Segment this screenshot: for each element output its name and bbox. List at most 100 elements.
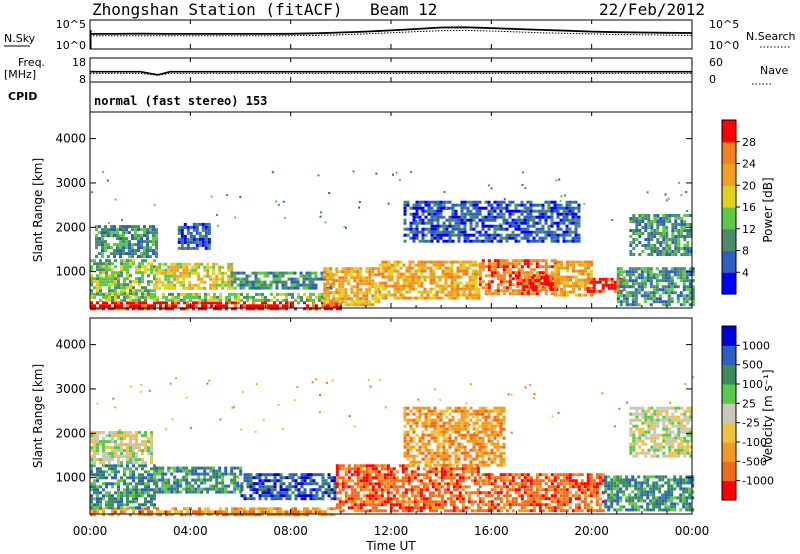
power-panel-cell xyxy=(408,269,412,273)
power-panel-cell xyxy=(180,234,184,238)
velocity-panel-cell xyxy=(141,461,144,465)
velocity-panel-cell xyxy=(529,485,533,489)
power-panel-cell xyxy=(285,295,288,299)
power-panel-cell xyxy=(496,292,500,296)
velocity-panel-cell xyxy=(431,467,435,471)
velocity-panel-cell xyxy=(371,494,375,498)
power-panel-cell xyxy=(441,296,445,300)
power-panel-cell xyxy=(242,271,246,275)
velocity-panel-cell xyxy=(200,487,204,491)
power-panel-cell xyxy=(183,225,187,229)
power-panel-cell xyxy=(161,283,165,287)
power-panel-cell xyxy=(451,230,455,234)
power-panel-cell xyxy=(399,275,403,279)
power-panel-speck xyxy=(487,184,490,187)
power-panel-cell xyxy=(347,267,351,271)
velocity-panel-cell xyxy=(261,491,265,495)
power-panel-cell xyxy=(321,298,324,302)
velocity-panel-cell xyxy=(173,475,177,479)
velocity-panel-cell xyxy=(526,476,530,480)
power-panel-cell xyxy=(637,288,641,292)
power-panel-cell xyxy=(204,225,208,229)
power-panel-cell xyxy=(90,274,93,278)
power-panel-cell xyxy=(252,295,255,299)
velocity-panel-cell xyxy=(267,488,271,492)
power-panel-cell xyxy=(511,200,515,204)
power-panel-cell xyxy=(581,284,584,288)
power-panel-cell xyxy=(218,265,222,269)
freq-left-tick-top: 18 xyxy=(72,56,86,69)
power-panel-cell xyxy=(327,307,330,311)
power-panel-cell xyxy=(638,220,642,223)
power-panel-cell xyxy=(550,271,554,275)
power-panel-cell xyxy=(468,260,472,264)
velocity-panel-cell xyxy=(327,513,330,517)
power-panel-cell xyxy=(347,282,351,286)
velocity-panel-cell xyxy=(511,473,515,477)
power-panel-cell xyxy=(212,277,216,281)
power-panel-cell xyxy=(378,263,382,267)
power-panel-cell xyxy=(150,265,153,269)
velocity-panel-cell xyxy=(111,431,114,435)
power-panel-cell xyxy=(661,291,665,295)
velocity-panel-cell xyxy=(377,470,381,474)
velocity-panel-cell xyxy=(377,479,381,483)
power-panel-cell xyxy=(462,290,466,294)
velocity-panel-cell xyxy=(538,506,542,510)
power-panel-cell xyxy=(433,215,437,219)
power-panel-cell xyxy=(189,295,192,299)
velocity-panel-cell xyxy=(392,509,396,513)
power-panel-cell xyxy=(460,233,464,237)
velocity-panel-cell xyxy=(449,494,453,498)
velocity-panel-cell xyxy=(276,494,280,498)
power-panel-cell xyxy=(123,283,126,287)
velocity-panel-cell xyxy=(273,485,277,489)
power-panel-cell xyxy=(203,265,207,269)
velocity-panel-cell xyxy=(386,464,390,468)
velocity-panel-cell xyxy=(526,488,530,492)
power-panel-cell xyxy=(263,274,267,278)
power-panel-cell xyxy=(173,262,177,266)
power-panel-cell xyxy=(444,272,448,276)
velocity-panel-cell xyxy=(419,506,423,510)
velocity-panel-cell xyxy=(321,510,324,514)
velocity-panel-cell xyxy=(236,475,240,479)
power-panel-cell xyxy=(616,288,620,292)
power-panel-cell xyxy=(517,233,521,237)
power-panel-cell xyxy=(258,292,261,296)
power-panel-cell xyxy=(417,260,421,264)
power-panel-cell xyxy=(578,284,581,288)
velocity-panel-cell xyxy=(437,500,441,504)
power-panel-cell xyxy=(90,283,93,287)
power-panel-cell xyxy=(595,280,599,284)
power-panel-cell xyxy=(673,285,677,289)
power-panel-cell xyxy=(93,286,96,290)
power-panel-cell xyxy=(152,249,155,253)
power-panel-cell xyxy=(526,212,530,216)
velocity-panel-cell xyxy=(428,494,432,498)
power-panel-cell xyxy=(554,269,557,273)
power-panel-cell xyxy=(550,230,554,234)
power-panel-cell xyxy=(646,270,650,274)
velocity-panel-cell xyxy=(538,485,542,489)
velocity-panel-cell xyxy=(335,482,339,486)
power-panel-cell xyxy=(418,206,422,210)
velocity-panel-cell xyxy=(114,500,117,504)
power-panel-cell xyxy=(341,288,345,292)
power-panel-cell xyxy=(616,280,620,284)
power-panel-cell xyxy=(472,206,476,210)
velocity-panel-cell xyxy=(389,503,393,507)
velocity-panel-cell xyxy=(452,482,456,486)
power-panel-cell xyxy=(402,296,406,300)
power-panel-cell xyxy=(677,217,681,220)
power-panel-cell xyxy=(96,274,99,278)
power-panel-cell xyxy=(185,271,189,275)
power-panel-cell xyxy=(266,271,270,275)
velocity-panel-cell xyxy=(550,482,554,486)
velocity-panel-cell xyxy=(173,490,177,494)
power-panel-cell xyxy=(146,231,149,235)
velocity-panel-cell xyxy=(255,507,258,511)
power-panel-cell xyxy=(656,229,660,232)
power-panel-cell xyxy=(368,279,372,283)
power-panel-cell xyxy=(296,283,300,287)
